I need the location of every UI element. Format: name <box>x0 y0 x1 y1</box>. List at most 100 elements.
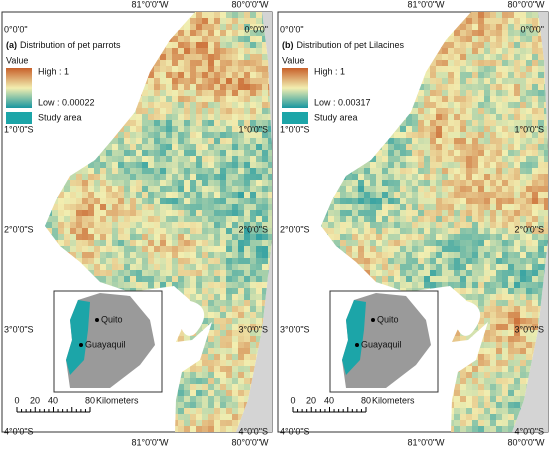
raster-cell <box>166 48 173 55</box>
raster-cell <box>388 138 395 145</box>
raster-cell <box>238 330 245 337</box>
raster-cell <box>190 90 197 97</box>
raster-cell <box>172 132 179 139</box>
raster-cell <box>472 252 479 259</box>
raster-cell <box>394 138 401 145</box>
raster-cell <box>478 102 485 109</box>
raster-cell <box>130 168 137 175</box>
raster-cell <box>364 186 371 193</box>
map-panel: 81°0'0"W81°0'0"W80°0'0"W80°0'0"W0°0'0" 0°… <box>277 0 549 447</box>
raster-cell <box>94 174 101 181</box>
raster-cell <box>502 252 509 259</box>
raster-cell <box>424 132 431 139</box>
raster-cell <box>496 330 503 337</box>
raster-cell <box>406 138 413 145</box>
raster-cell <box>202 372 209 379</box>
raster-cell <box>448 90 455 97</box>
raster-cell <box>376 234 383 241</box>
raster-cell <box>412 258 419 265</box>
raster-cell <box>208 66 215 73</box>
raster-cell <box>496 318 503 325</box>
raster-cell <box>430 78 437 85</box>
raster-cell <box>406 156 413 163</box>
raster-cell <box>160 240 167 247</box>
raster-cell <box>478 204 485 211</box>
raster-cell <box>232 360 239 367</box>
scale-label: 80 <box>85 395 95 405</box>
raster-cell <box>52 210 59 217</box>
raster-cell <box>178 36 185 43</box>
raster-cell <box>412 108 419 115</box>
raster-cell <box>508 216 515 223</box>
raster-cell <box>514 192 521 199</box>
raster-cell <box>376 210 383 217</box>
raster-cell <box>262 288 269 295</box>
raster-cell <box>376 264 383 271</box>
raster-cell <box>532 12 539 19</box>
raster-cell <box>400 156 407 163</box>
raster-cell <box>94 204 101 211</box>
raster-cell <box>238 414 245 421</box>
raster-cell <box>454 144 461 151</box>
raster-cell <box>166 96 173 103</box>
raster-cell <box>430 192 437 199</box>
raster-cell <box>178 30 185 37</box>
raster-cell <box>454 114 461 121</box>
raster-cell <box>100 198 107 205</box>
raster-cell <box>142 216 149 223</box>
raster-cell <box>214 294 221 301</box>
raster-cell <box>520 60 527 67</box>
raster-cell <box>64 204 71 211</box>
raster-cell <box>436 210 443 217</box>
raster-cell <box>532 114 539 121</box>
raster-cell <box>256 204 263 211</box>
raster-cell <box>220 264 227 271</box>
raster-cell <box>184 336 191 343</box>
latitude-label: 4°0'0"S <box>238 426 268 436</box>
raster-cell <box>178 264 185 271</box>
raster-cell <box>190 216 197 223</box>
raster-cell <box>520 306 527 313</box>
raster-cell <box>436 96 443 103</box>
raster-cell <box>478 288 485 295</box>
raster-cell <box>154 66 161 73</box>
raster-cell <box>64 180 71 187</box>
raster-cell <box>268 114 272 121</box>
raster-cell <box>496 240 503 247</box>
raster-cell <box>196 108 203 115</box>
raster-cell <box>154 264 161 271</box>
raster-cell <box>514 102 521 109</box>
raster-cell <box>478 270 485 277</box>
raster-cell <box>124 216 131 223</box>
raster-cell <box>154 180 161 187</box>
raster-cell <box>502 228 509 235</box>
raster-cell <box>76 198 83 205</box>
raster-cell <box>466 48 473 55</box>
raster-cell <box>118 282 125 289</box>
raster-cell <box>232 312 239 319</box>
raster-cell <box>184 168 191 175</box>
raster-cell <box>430 114 437 121</box>
raster-cell <box>226 360 233 367</box>
raster-cell <box>502 294 509 301</box>
raster-cell <box>256 300 263 307</box>
raster-cell <box>262 84 269 91</box>
raster-cell <box>208 30 215 37</box>
raster-cell <box>496 18 503 25</box>
raster-cell <box>412 168 419 175</box>
raster-cell <box>190 408 197 415</box>
raster-cell <box>370 168 377 175</box>
raster-cell <box>166 156 173 163</box>
raster-cell <box>154 252 161 259</box>
latitude-label: 1°0'0"S <box>4 124 34 134</box>
raster-cell <box>334 198 341 205</box>
raster-cell <box>250 252 257 259</box>
raster-cell <box>172 240 179 247</box>
raster-cell <box>418 210 425 217</box>
raster-cell <box>238 12 245 19</box>
raster-cell <box>244 168 251 175</box>
raster-cell <box>214 42 221 49</box>
raster-cell <box>472 330 479 337</box>
raster-cell <box>538 198 545 205</box>
raster-cell <box>370 156 377 163</box>
